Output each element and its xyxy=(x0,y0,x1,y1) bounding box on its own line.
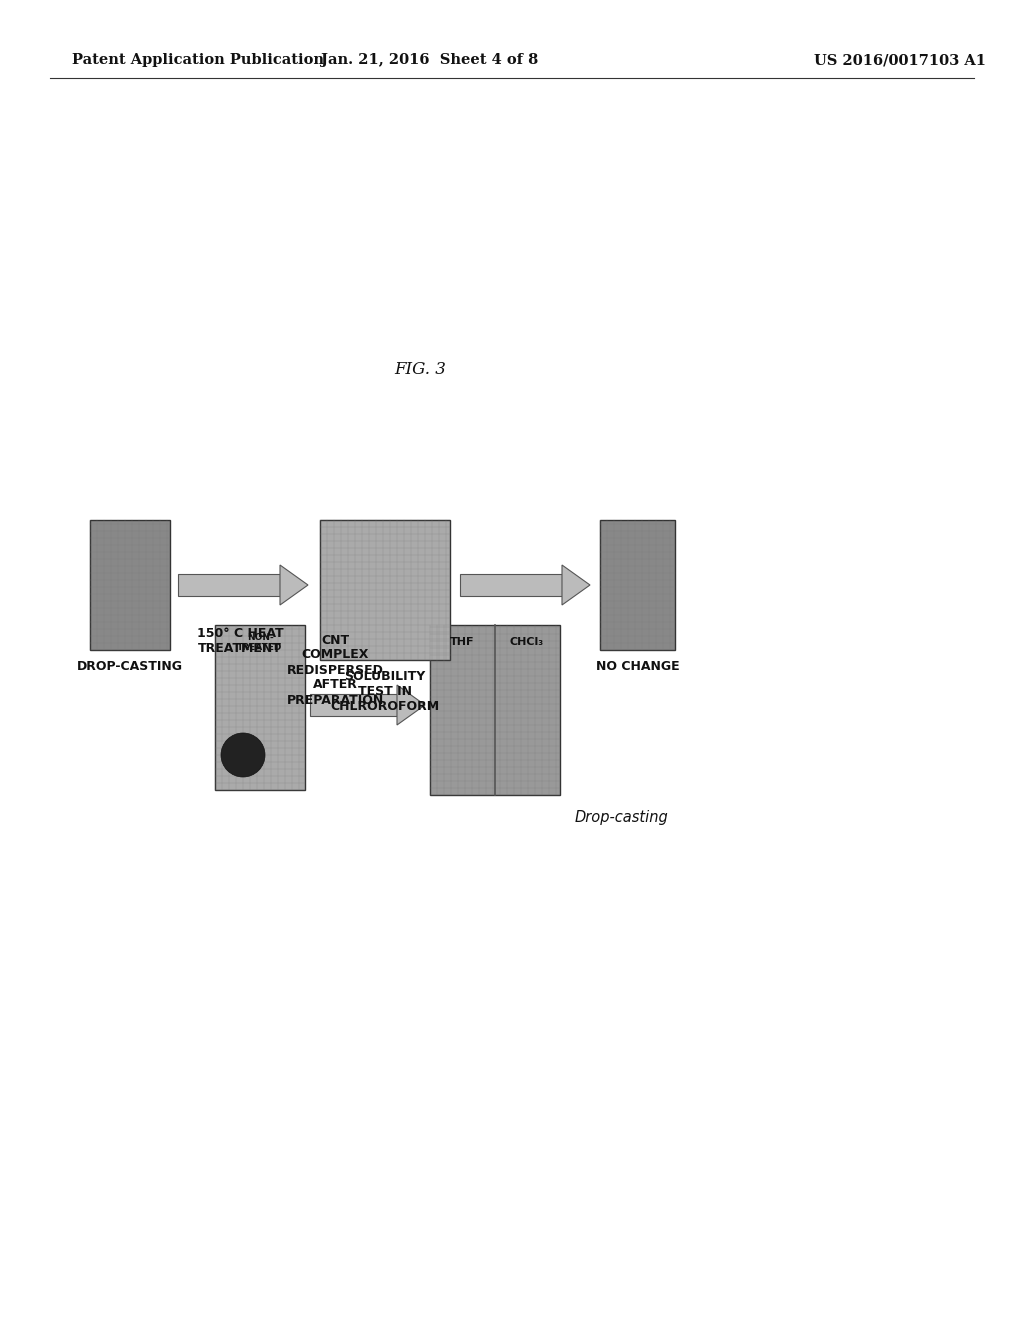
Text: DROP-CASTING: DROP-CASTING xyxy=(77,660,183,673)
Bar xyxy=(215,624,305,789)
Text: NON-
TREATED: NON- TREATED xyxy=(238,634,283,652)
Bar xyxy=(90,520,170,649)
Text: FIG. 3: FIG. 3 xyxy=(394,362,445,379)
Text: SOLUBILITY
TEST IN
CHLROROFORM: SOLUBILITY TEST IN CHLROROFORM xyxy=(331,671,439,713)
Text: Drop-casting: Drop-casting xyxy=(575,810,669,825)
Bar xyxy=(319,520,450,660)
Bar xyxy=(178,574,280,597)
Bar xyxy=(310,694,397,715)
Text: CHCl₃: CHCl₃ xyxy=(510,638,544,647)
Text: US 2016/0017103 A1: US 2016/0017103 A1 xyxy=(814,53,986,67)
Text: Patent Application Publication: Patent Application Publication xyxy=(72,53,324,67)
Bar xyxy=(600,520,675,649)
Text: THF: THF xyxy=(450,638,474,647)
Bar xyxy=(430,624,560,795)
Polygon shape xyxy=(562,565,590,605)
Bar xyxy=(460,574,562,597)
Text: 150° C HEAT
TREATMENT: 150° C HEAT TREATMENT xyxy=(197,627,284,655)
Polygon shape xyxy=(280,565,308,605)
Text: Jan. 21, 2016  Sheet 4 of 8: Jan. 21, 2016 Sheet 4 of 8 xyxy=(322,53,539,67)
Text: NO CHANGE: NO CHANGE xyxy=(596,660,679,673)
Polygon shape xyxy=(397,685,425,725)
Text: CNT
COMPLEX
REDISPERSED
AFTER
PREPARATION: CNT COMPLEX REDISPERSED AFTER PREPARATIO… xyxy=(287,634,384,706)
Circle shape xyxy=(221,733,265,777)
